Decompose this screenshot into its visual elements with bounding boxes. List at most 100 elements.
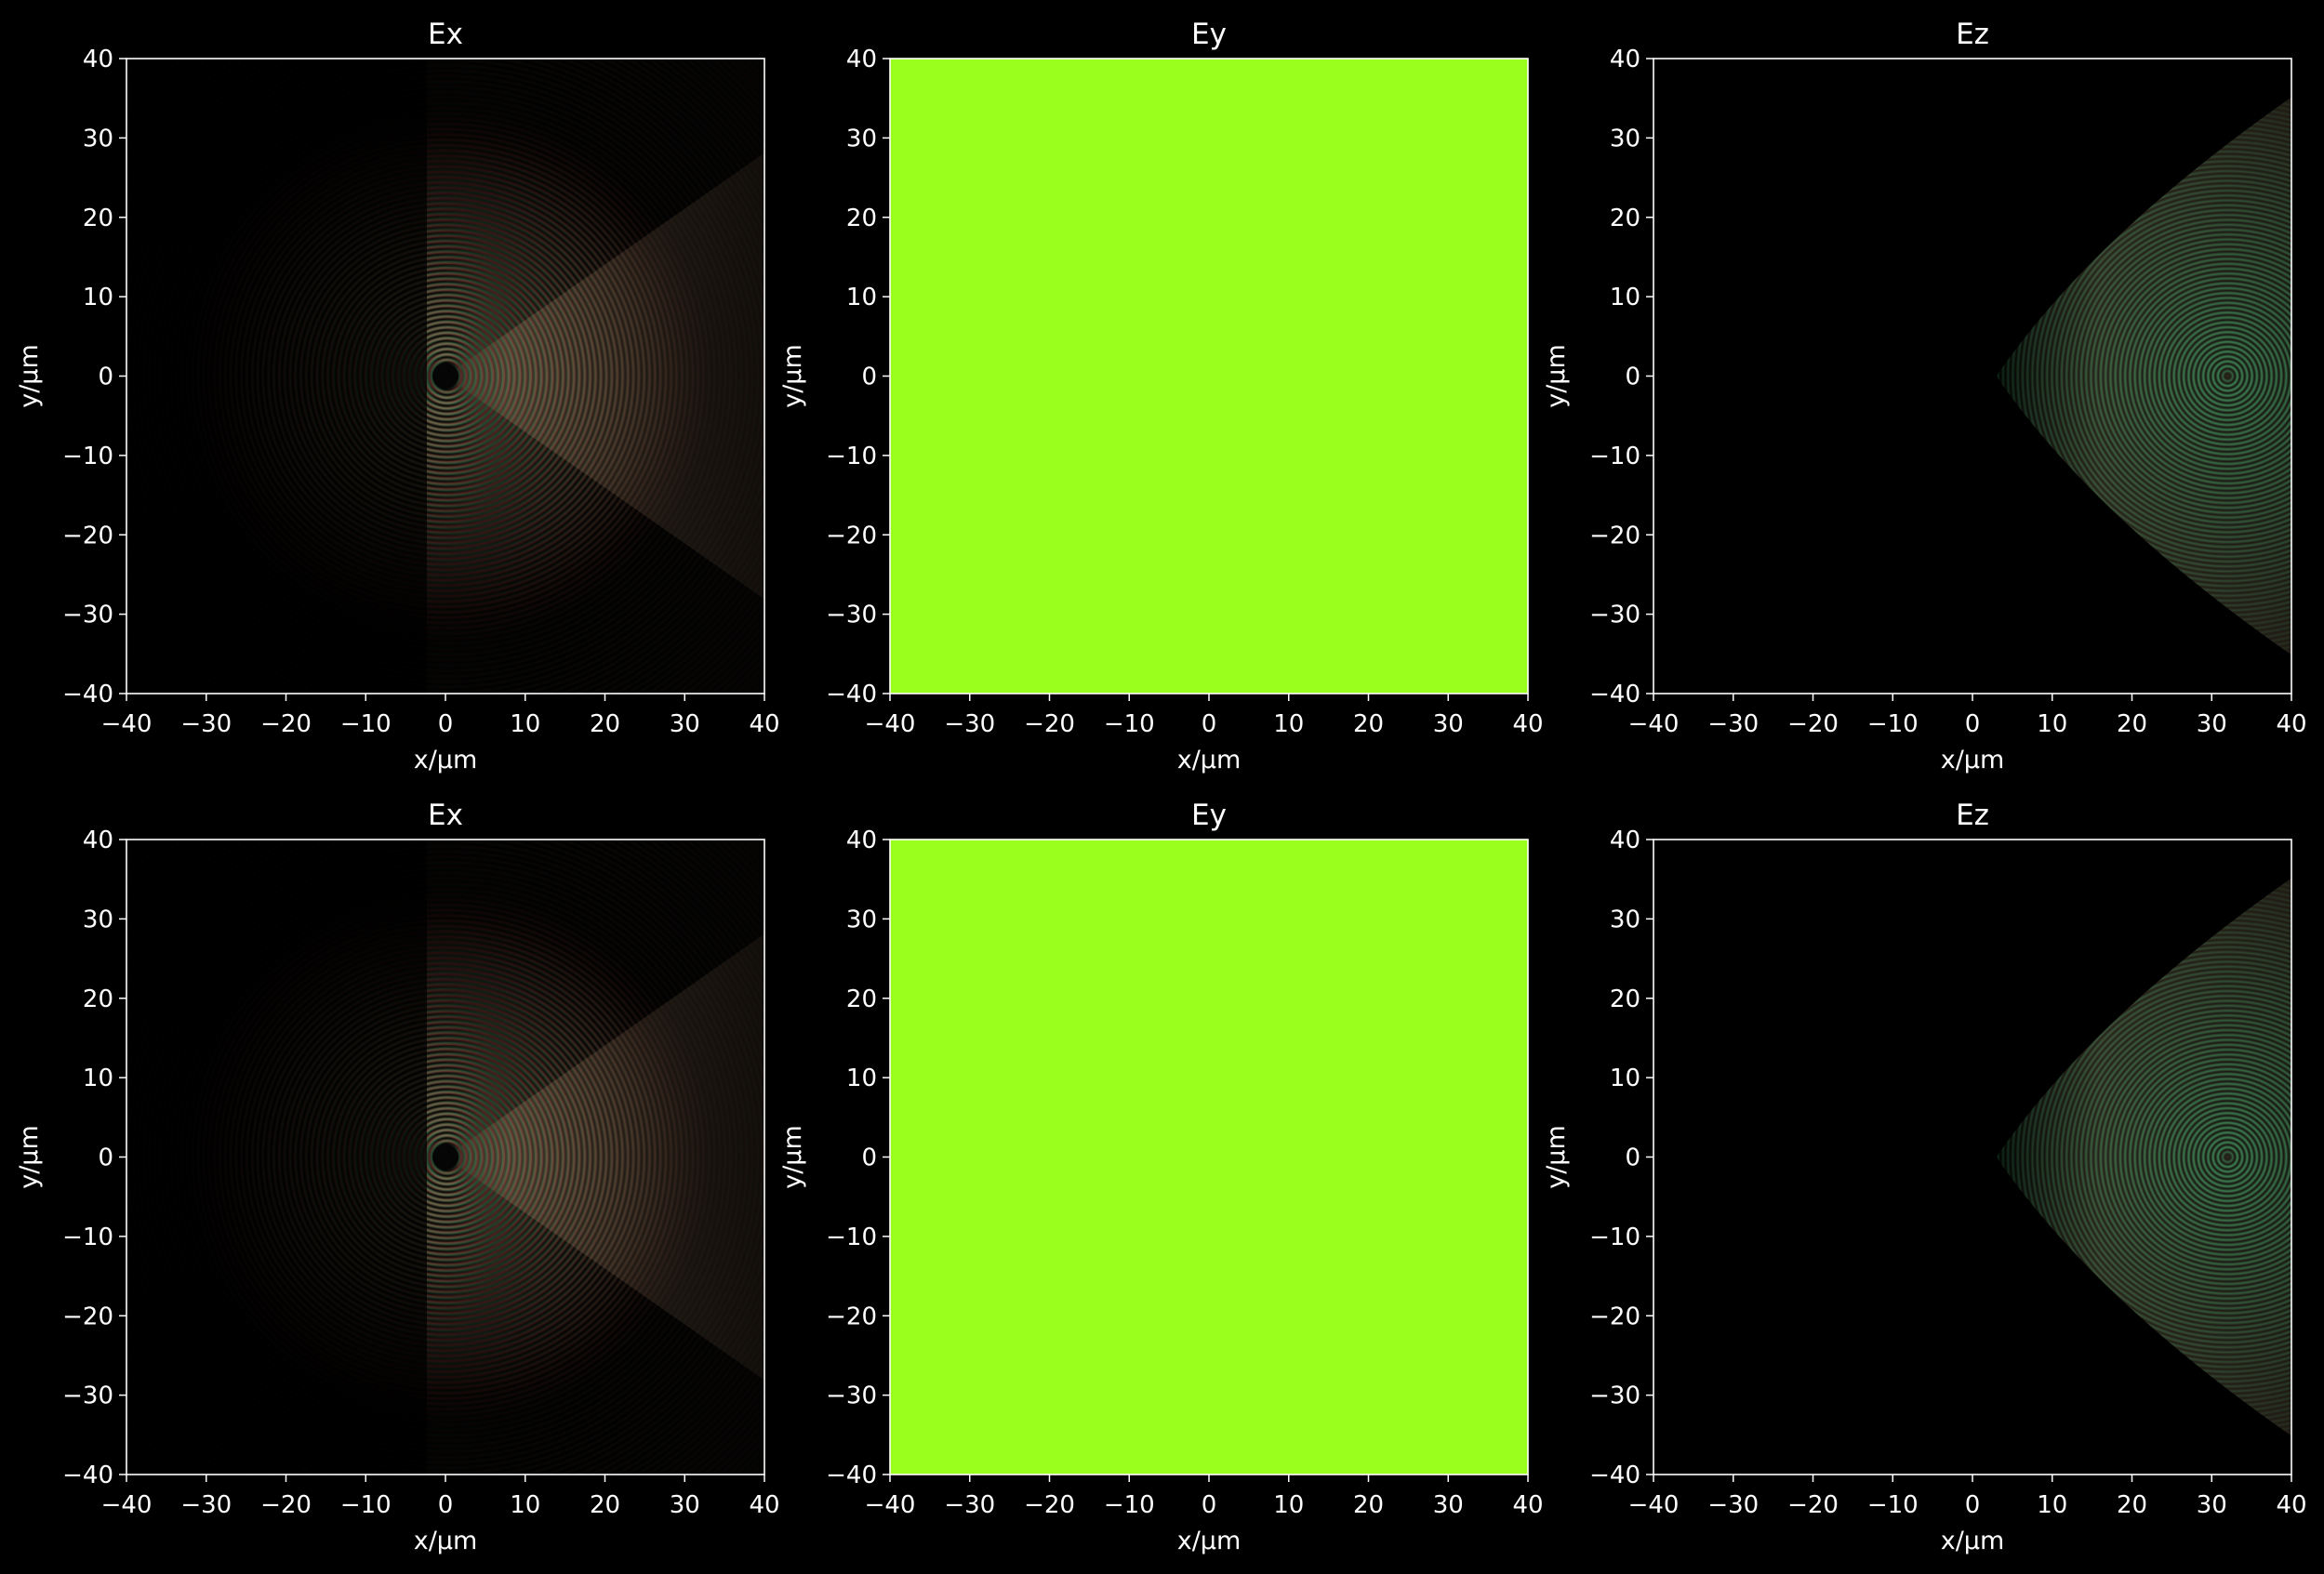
field-image bbox=[1653, 840, 2291, 1475]
x-tick-label: 0 bbox=[1202, 1491, 1217, 1519]
y-axis-label: y/μm bbox=[15, 344, 44, 408]
x-tick-label: 0 bbox=[1202, 710, 1217, 738]
y-tick-label: 40 bbox=[1610, 827, 1640, 854]
y-tick-label: 40 bbox=[846, 46, 877, 73]
y-tick-label: 40 bbox=[83, 827, 113, 854]
x-tick-label: −10 bbox=[1867, 1491, 1919, 1519]
y-tick-label: 0 bbox=[1625, 364, 1640, 391]
y-tick-label: −20 bbox=[826, 1303, 877, 1330]
y-tick-label: −20 bbox=[826, 522, 877, 549]
y-tick-label: 10 bbox=[83, 1065, 113, 1092]
panel-title: Ex bbox=[428, 18, 463, 51]
y-tick-label: −10 bbox=[1589, 443, 1640, 470]
y-tick-label: −40 bbox=[1589, 1462, 1640, 1489]
x-tick-label: 10 bbox=[2037, 1491, 2067, 1519]
x-tick-label: −20 bbox=[260, 1491, 312, 1519]
y-axis-label: y/μm bbox=[778, 1125, 807, 1189]
panel-ex-bottom: −40 −30 −20 −10 0 10 20 30 40 −40 −30 −20 −10 0 10 20 30… bbox=[15, 799, 780, 1555]
x-tick-label: −40 bbox=[101, 710, 153, 738]
y-tick-label: −30 bbox=[1589, 1382, 1640, 1410]
x-tick-label: 30 bbox=[1433, 710, 1464, 738]
y-tick-label: 30 bbox=[846, 125, 877, 152]
y-tick-label: −30 bbox=[826, 602, 877, 629]
x-tick-label: 0 bbox=[1965, 1491, 1981, 1519]
x-axis-label: x/μm bbox=[1177, 1527, 1242, 1555]
y-axis-label: y/μm bbox=[15, 1125, 44, 1189]
y-tick-label: −20 bbox=[62, 522, 113, 549]
x-tick-label: −40 bbox=[1628, 710, 1680, 738]
y-tick-label: 20 bbox=[846, 205, 877, 232]
y-tick-label: 10 bbox=[846, 284, 877, 311]
panel-title: Ez bbox=[1956, 18, 1989, 51]
fringe-core bbox=[432, 1144, 458, 1171]
x-tick-label: 10 bbox=[510, 710, 540, 738]
panel-title: Ex bbox=[428, 799, 463, 832]
x-tick-label: 10 bbox=[1273, 710, 1304, 738]
x-axis-label: x/μm bbox=[1941, 746, 2005, 774]
x-tick-label: −10 bbox=[340, 710, 392, 738]
y-tick-label: 20 bbox=[846, 985, 877, 1013]
x-tick-label: 10 bbox=[1273, 1491, 1304, 1519]
x-tick-label: −30 bbox=[1707, 710, 1759, 738]
x-tick-label: 40 bbox=[2276, 710, 2306, 738]
field-image bbox=[126, 840, 764, 1475]
x-tick-label: 40 bbox=[2276, 1491, 2306, 1519]
y-tick-label: 0 bbox=[98, 364, 113, 391]
y-tick-label: 20 bbox=[1610, 205, 1640, 232]
y-tick-label: 30 bbox=[846, 906, 877, 933]
y-tick-label: −10 bbox=[826, 1223, 877, 1251]
field-image bbox=[126, 59, 764, 694]
y-tick-label: 10 bbox=[846, 1065, 877, 1092]
left-dark-region bbox=[126, 840, 427, 1475]
y-tick-label: −40 bbox=[62, 1462, 113, 1489]
panel-ex-top: −40 −30 −20 −10 0 10 20 30 40 −40 −30 −20 −10 0 10 20 30… bbox=[15, 18, 780, 774]
x-tick-label: −40 bbox=[865, 710, 916, 738]
y-tick-label: 0 bbox=[1625, 1144, 1640, 1172]
y-tick-label: 30 bbox=[1610, 125, 1640, 152]
x-tick-label: 40 bbox=[749, 1491, 779, 1519]
y-tick-label: −40 bbox=[826, 681, 877, 708]
field-image bbox=[1653, 59, 2291, 694]
fringe-cone bbox=[445, 152, 764, 600]
y-tick-label: 40 bbox=[83, 46, 113, 73]
x-tick-label: 0 bbox=[438, 1491, 454, 1519]
y-tick-label: −10 bbox=[62, 443, 113, 470]
x-tick-label: 30 bbox=[2197, 1491, 2227, 1519]
x-axis-label: x/μm bbox=[414, 1527, 478, 1555]
x-tick-label: 0 bbox=[438, 710, 454, 738]
x-tick-label: −30 bbox=[180, 710, 232, 738]
panel-title: Ez bbox=[1956, 799, 1989, 832]
panel-title: Ey bbox=[1191, 799, 1227, 832]
x-tick-label: 0 bbox=[1965, 710, 1981, 738]
x-tick-label: 20 bbox=[2117, 710, 2147, 738]
x-tick-label: −30 bbox=[944, 710, 995, 738]
panel-title: Ey bbox=[1191, 18, 1227, 51]
x-axis-label: x/μm bbox=[414, 746, 478, 774]
y-axis-label: y/μm bbox=[778, 344, 807, 408]
y-tick-label: −30 bbox=[1589, 602, 1640, 629]
field-fill bbox=[890, 840, 1528, 1475]
y-tick-label: 30 bbox=[83, 125, 113, 152]
x-tick-label: −40 bbox=[101, 1491, 153, 1519]
y-tick-label: 40 bbox=[846, 827, 877, 854]
y-tick-label: −20 bbox=[1589, 1303, 1640, 1330]
y-tick-label: −40 bbox=[1589, 681, 1640, 708]
panel-ez-top: −40 −30 −20 −10 0 10 20 30 40 −40 −30 −20 −10 0 10 20 30… bbox=[1542, 18, 2307, 774]
y-tick-label: −30 bbox=[826, 1382, 877, 1410]
y-tick-label: 0 bbox=[861, 364, 877, 391]
y-tick-label: −40 bbox=[62, 681, 113, 708]
y-tick-label: 0 bbox=[98, 1144, 113, 1172]
x-tick-label: 40 bbox=[749, 710, 779, 738]
x-tick-label: 10 bbox=[2037, 710, 2067, 738]
y-tick-label: −10 bbox=[62, 1223, 113, 1251]
x-tick-label: 20 bbox=[1353, 1491, 1384, 1519]
panel-ey-top: −40 −30 −20 −10 0 10 20 30 40 −40 −30 −20 −10 0 10 20 30… bbox=[778, 18, 1544, 774]
x-tick-label: −30 bbox=[1707, 1491, 1759, 1519]
y-axis-label: y/μm bbox=[1542, 1125, 1571, 1189]
y-tick-label: −20 bbox=[1589, 522, 1640, 549]
y-tick-label: 20 bbox=[1610, 985, 1640, 1013]
y-tick-label: −30 bbox=[62, 602, 113, 629]
field-fill bbox=[890, 59, 1528, 694]
x-tick-label: 20 bbox=[590, 1491, 620, 1519]
x-tick-label: −30 bbox=[180, 1491, 232, 1519]
